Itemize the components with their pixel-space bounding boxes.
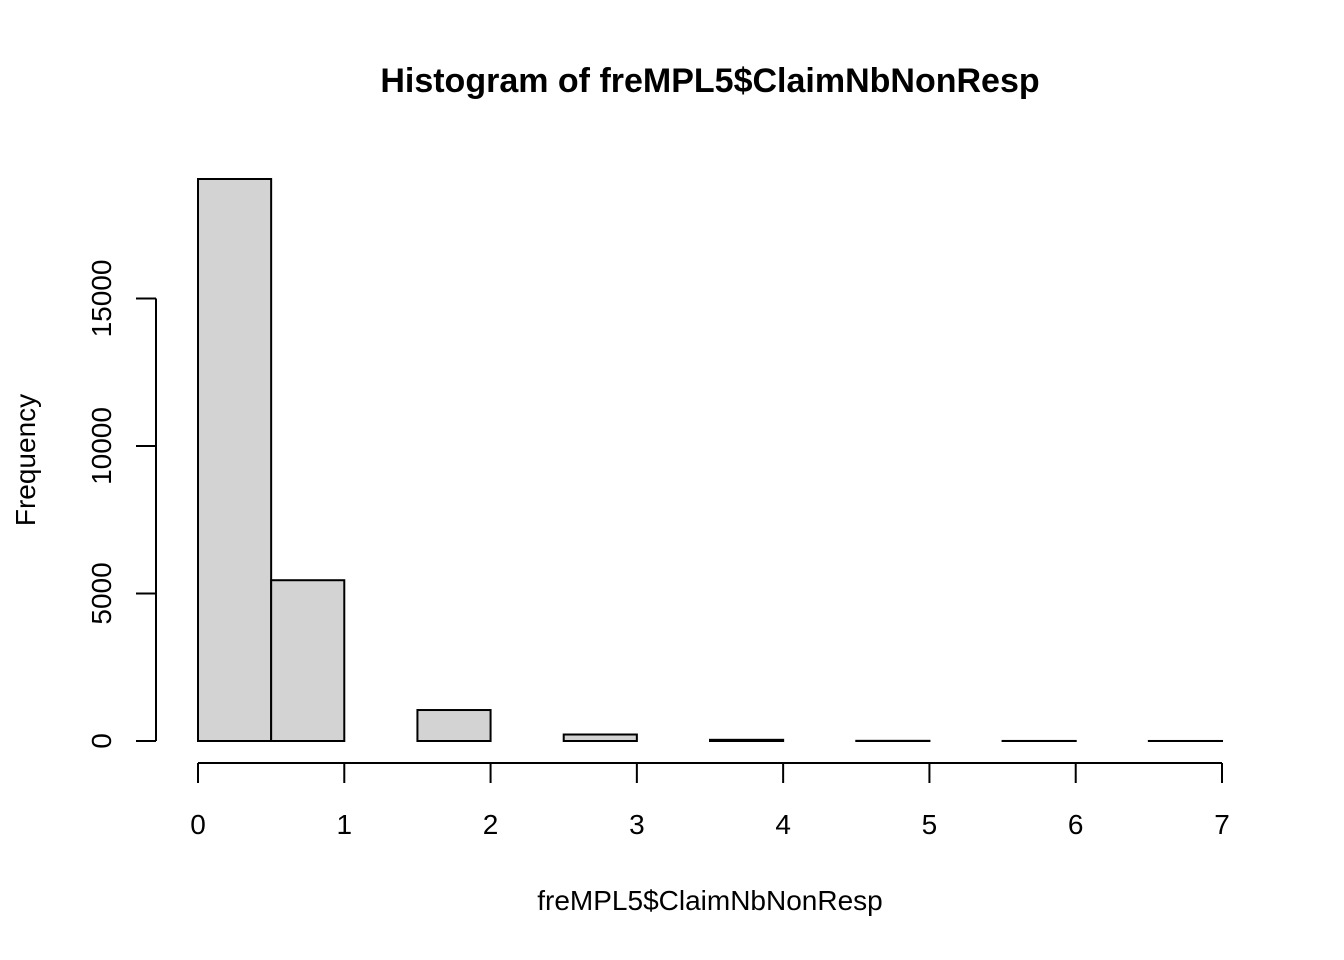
x-tick-label-4: 4	[775, 809, 791, 840]
histogram-bar-5	[562, 733, 638, 742]
histogram-bar-3	[416, 709, 492, 742]
histogram-bar-1	[270, 579, 346, 742]
y-tick-label-1: 5000	[86, 562, 117, 624]
x-tick-label-3: 3	[629, 809, 645, 840]
x-tick-label-7: 7	[1214, 809, 1230, 840]
x-tick-label-1: 1	[336, 809, 352, 840]
y-tick-label-2: 10000	[86, 407, 117, 485]
bars-group	[197, 178, 1224, 743]
y-tick-label-3: 15000	[86, 260, 117, 338]
histogram-bar-7	[709, 738, 785, 742]
y-tick-label-0: 0	[86, 733, 117, 749]
y-axis: 0 5000 10000 15000	[86, 260, 157, 749]
histogram-bar-0	[197, 178, 273, 742]
x-tick-label-5: 5	[922, 809, 938, 840]
x-axis: 0 1 2 3 4 5 6 7	[190, 762, 1230, 840]
x-tick-label-6: 6	[1068, 809, 1084, 840]
x-tick-label-0: 0	[190, 809, 206, 840]
x-axis-label: freMPL5$ClaimNbNonResp	[537, 885, 882, 916]
y-axis-label: Frequency	[10, 394, 41, 526]
x-tick-label-2: 2	[483, 809, 499, 840]
chart-title: Histogram of freMPL5$ClaimNbNonResp	[380, 62, 1039, 100]
